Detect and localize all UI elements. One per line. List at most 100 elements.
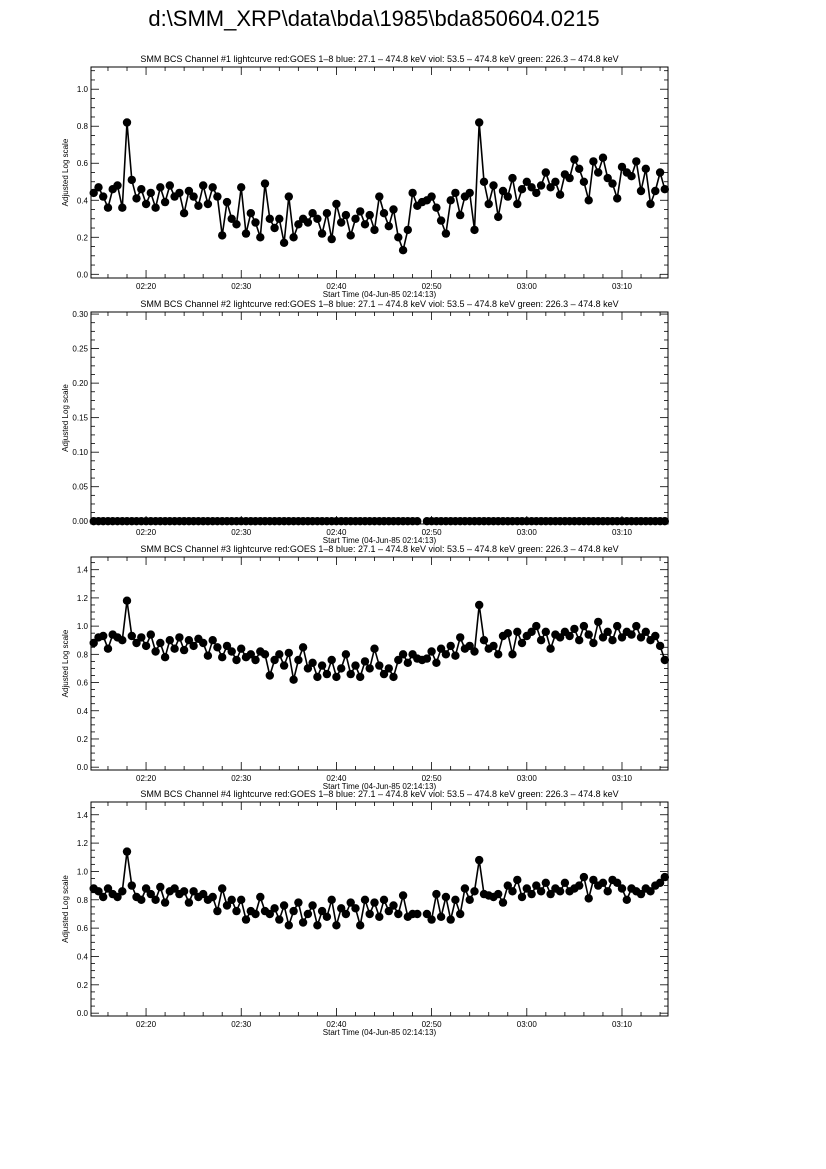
data-point (660, 872, 669, 882)
x-tick-label: 02:40 (326, 528, 347, 537)
data-point (579, 872, 589, 882)
data-point (465, 641, 474, 651)
data-point (394, 655, 403, 665)
data-point (113, 892, 122, 902)
data-point (237, 183, 246, 192)
data-point (103, 203, 113, 212)
data-point (608, 179, 617, 188)
data-point (237, 895, 246, 904)
data-point (99, 631, 108, 641)
data-point (527, 889, 536, 899)
data-point (265, 671, 274, 680)
data-point (165, 181, 174, 190)
data-point (408, 188, 417, 198)
y-tick-label: 0.25 (72, 345, 88, 354)
series-line (93, 122, 666, 253)
data-point (151, 895, 160, 904)
data-point (617, 884, 627, 893)
data-point (384, 906, 393, 916)
data-point (627, 630, 636, 639)
data-point (503, 881, 512, 890)
data-point (432, 889, 441, 899)
y-tick-label: 0.6 (77, 159, 89, 168)
data-point (608, 636, 617, 645)
data-point (589, 875, 598, 885)
data-point (122, 596, 132, 605)
data-point (308, 901, 317, 910)
data-point (536, 887, 546, 896)
x-tick-label: 02:50 (422, 774, 443, 783)
data-point (465, 895, 474, 904)
data-point (218, 653, 227, 662)
data-point (427, 915, 436, 924)
data-point (555, 190, 565, 199)
data-point (575, 881, 584, 890)
data-point (575, 164, 584, 173)
data-point (436, 216, 446, 225)
data-point (441, 650, 451, 659)
data-point (227, 647, 236, 656)
data-point (332, 672, 341, 682)
data-point (503, 629, 512, 638)
y-tick-label: 0.10 (72, 448, 88, 457)
data-point (160, 197, 170, 207)
x-tick-label: 03:10 (612, 774, 633, 783)
data-point (237, 644, 246, 653)
y-tick-label: 1.2 (77, 594, 89, 603)
x-tick-label: 02:20 (136, 1020, 157, 1029)
data-point (189, 192, 198, 201)
data-point (603, 173, 612, 183)
data-point (156, 183, 165, 192)
data-point (103, 884, 113, 893)
data-point (379, 895, 389, 904)
data-point (446, 196, 455, 205)
data-point (375, 912, 384, 921)
data-point (341, 210, 351, 220)
data-point (317, 906, 327, 916)
data-point (489, 641, 498, 651)
y-tick-label: 0.2 (77, 981, 89, 990)
data-point (322, 669, 332, 679)
data-point (427, 647, 436, 656)
x-tick-label: 03:10 (612, 282, 633, 291)
data-point (398, 891, 408, 900)
data-point (246, 209, 255, 218)
y-tick-label: 0.8 (77, 122, 89, 131)
data-point (432, 203, 441, 212)
data-point (475, 600, 484, 610)
data-point (598, 878, 608, 887)
data-point (508, 173, 517, 183)
data-point (289, 906, 298, 916)
x-tick-label: 02:30 (231, 528, 252, 537)
data-point (603, 627, 612, 636)
data-point (118, 636, 127, 645)
x-tick-label: 02:40 (326, 282, 347, 291)
data-point (441, 892, 451, 902)
x-axis-label: Start Time (04-Jun-85 02:14:13) (323, 1028, 437, 1037)
data-point (589, 157, 598, 166)
data-point (156, 882, 165, 892)
y-tick-label: 0.6 (77, 679, 89, 688)
data-point (132, 194, 141, 203)
data-point (127, 881, 136, 890)
data-point (660, 655, 669, 665)
data-point (594, 617, 603, 627)
data-point (636, 889, 646, 899)
y-tick-label: 0.8 (77, 896, 89, 905)
data-point (379, 209, 389, 218)
data-point (218, 231, 227, 240)
data-point (460, 884, 470, 893)
data-point (189, 887, 198, 896)
data-point (498, 898, 508, 907)
data-point (617, 633, 627, 642)
y-tick-label: 0.8 (77, 650, 89, 659)
data-point (498, 186, 508, 196)
plot-frame (90, 556, 669, 771)
data-point (584, 894, 593, 903)
data-point (475, 855, 484, 865)
data-point (308, 209, 317, 218)
data-point (541, 168, 550, 177)
chart-panel-2: SMM BCS Channel #2 lightcurve red:GOES 1… (61, 299, 669, 545)
y-tick-label: 0.05 (72, 483, 88, 492)
data-point (389, 672, 398, 682)
